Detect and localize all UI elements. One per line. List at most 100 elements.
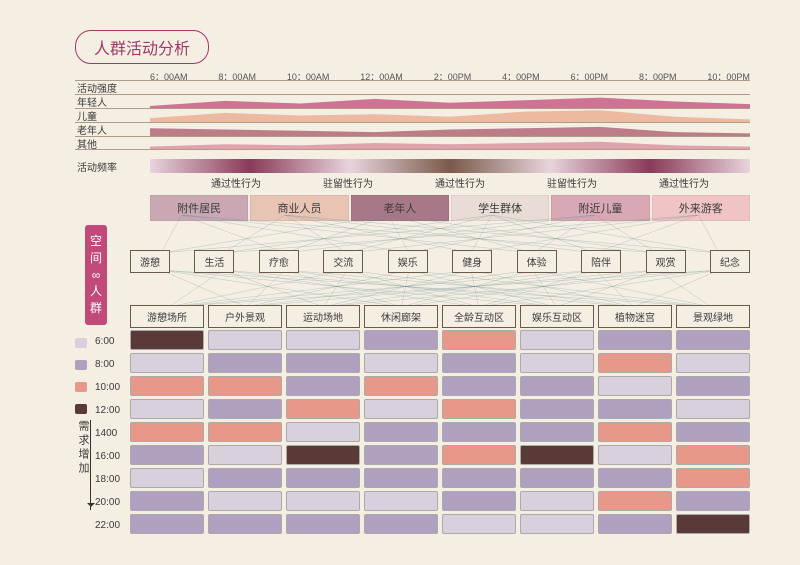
page-title: 人群活动分析 xyxy=(75,30,209,64)
grid-cell xyxy=(598,376,672,396)
activity-box: 游憩 xyxy=(130,250,170,273)
space-box: 游憩场所 xyxy=(130,305,204,328)
group-cell: 老年人 xyxy=(351,195,449,221)
grid-cell xyxy=(208,422,282,442)
hour-label: 20:00 xyxy=(95,491,120,514)
grid-cell xyxy=(286,399,360,419)
activities-row: 游憩生活疗愈交流娱乐健身体验陪伴观赏纪念 xyxy=(130,250,750,273)
grid-cell xyxy=(676,491,750,511)
grid-cell xyxy=(208,514,282,534)
space-box: 景观绿地 xyxy=(676,305,750,328)
space-box: 植物迷宫 xyxy=(598,305,672,328)
activity-box: 娱乐 xyxy=(388,250,428,273)
grid-cell xyxy=(442,514,516,534)
grid-row xyxy=(130,330,750,350)
grid-cell xyxy=(286,445,360,465)
grid-row xyxy=(130,353,750,373)
grid-cell xyxy=(520,353,594,373)
activity-box: 观赏 xyxy=(646,250,686,273)
intensity-sparkline xyxy=(150,95,750,108)
legend xyxy=(75,338,87,414)
hour-label: 18:00 xyxy=(95,468,120,491)
grid-cell xyxy=(676,330,750,350)
grid-cell xyxy=(286,376,360,396)
grid-cell xyxy=(130,445,204,465)
intensity-sparkline xyxy=(150,137,750,149)
grid-cell xyxy=(520,399,594,419)
grid-row xyxy=(130,514,750,534)
hour-label: 1400 xyxy=(95,422,120,445)
behavior-label: 通过性行为 xyxy=(435,175,485,190)
grid-cell xyxy=(442,468,516,488)
hour-label: 6:00 xyxy=(95,330,120,353)
grid-cell xyxy=(676,353,750,373)
group-cell: 学生群体 xyxy=(451,195,549,221)
grid-cell xyxy=(598,422,672,442)
grid-cell xyxy=(286,353,360,373)
grid-cell xyxy=(130,491,204,511)
grid-cell xyxy=(520,376,594,396)
group-cell: 商业人员 xyxy=(250,195,348,221)
legend-swatch xyxy=(75,338,87,348)
hour-label: 8:00 xyxy=(95,353,120,376)
grid-row xyxy=(130,468,750,488)
grid-cell xyxy=(364,422,438,442)
hour-label: 22:00 xyxy=(95,514,120,537)
grid-cell xyxy=(442,330,516,350)
grid-cell xyxy=(598,330,672,350)
grid-cell xyxy=(208,468,282,488)
grid-cell xyxy=(286,514,360,534)
activity-box: 健身 xyxy=(452,250,492,273)
behavior-label: 通过性行为 xyxy=(659,175,709,190)
group-cell: 附近儿童 xyxy=(551,195,649,221)
groups-row: 附件居民商业人员老年人学生群体附近儿童外来游客 xyxy=(150,195,750,221)
grid-cell xyxy=(676,422,750,442)
vertical-label-space-people: 空间 ∞ 人群 xyxy=(85,225,107,325)
grid-cell xyxy=(364,399,438,419)
intensity-row-label: 儿童 xyxy=(75,108,150,123)
grid-cell xyxy=(598,399,672,419)
grid-cell xyxy=(364,445,438,465)
grid-cell xyxy=(364,468,438,488)
grid-cell xyxy=(364,330,438,350)
grid-cell xyxy=(442,491,516,511)
grid-cell xyxy=(520,514,594,534)
intensity-row: 老年人 xyxy=(75,122,750,136)
behavior-label: 通过性行为 xyxy=(211,175,261,190)
grid-cell xyxy=(286,422,360,442)
activity-box: 疗愈 xyxy=(259,250,299,273)
grid-cell xyxy=(364,514,438,534)
grid-cell xyxy=(520,491,594,511)
grid-cell xyxy=(208,491,282,511)
grid-cell xyxy=(676,376,750,396)
behavior-label: 驻留性行为 xyxy=(323,175,373,190)
demand-label: 需求增加 xyxy=(75,420,91,476)
frequency-gradient-bar xyxy=(150,159,750,173)
grid-row xyxy=(130,491,750,511)
hour-labels: 6:008:0010:0012:00140016:0018:0020:0022:… xyxy=(95,330,120,537)
space-box: 休闲廊架 xyxy=(364,305,438,328)
intensity-row-label: 年轻人 xyxy=(75,94,150,109)
grid-cell xyxy=(598,468,672,488)
grid-cell xyxy=(286,491,360,511)
space-box: 运动场地 xyxy=(286,305,360,328)
grid-cell xyxy=(676,468,750,488)
intensity-sparkline xyxy=(150,123,750,136)
grid-cell xyxy=(130,422,204,442)
legend-swatch xyxy=(75,382,87,392)
grid-cell xyxy=(442,399,516,419)
grid-cell xyxy=(442,376,516,396)
intensity-sparkline xyxy=(150,109,750,122)
grid-cell xyxy=(130,353,204,373)
grid-cell xyxy=(208,445,282,465)
grid-cell xyxy=(442,422,516,442)
grid-cell xyxy=(286,468,360,488)
grid-cell xyxy=(598,353,672,373)
hour-label: 10:00 xyxy=(95,376,120,399)
grid-cell xyxy=(130,514,204,534)
grid-cell xyxy=(364,376,438,396)
behavior-row: 通过性行为驻留性行为通过性行为驻留性行为通过性行为 xyxy=(180,175,740,190)
grid-cell xyxy=(208,330,282,350)
grid-cell xyxy=(598,514,672,534)
grid-cell xyxy=(208,399,282,419)
